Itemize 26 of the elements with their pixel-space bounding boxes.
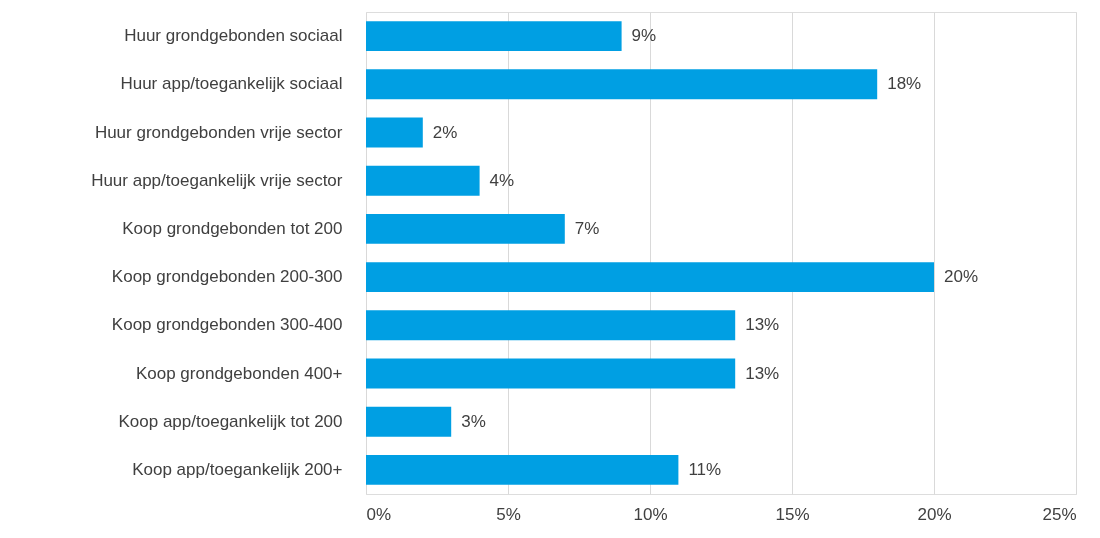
x-tick-label: 20% — [917, 504, 952, 524]
x-tick-label: 10% — [633, 504, 668, 524]
y-tick-label: Koop app/toegankelijk tot 200 — [118, 411, 343, 431]
y-tick-label: Huur app/toegankelijk vrije sector — [91, 170, 343, 190]
data-label: 7% — [574, 218, 600, 238]
y-tick-label: Koop grondgebonden 300-400 — [111, 315, 343, 335]
y-tick-label: Huur grondgebonden vrije sector — [94, 122, 343, 142]
y-tick-label: Huur grondgebonden sociaal — [124, 26, 343, 46]
y-tick-label: Koop grondgebonden 400+ — [135, 363, 343, 383]
y-tick-label: Koop app/toegankelijk 200+ — [132, 459, 343, 479]
data-label: 2% — [432, 122, 458, 142]
data-label: 18% — [887, 74, 922, 94]
y-tick-label: Koop grondgebonden 200-300 — [111, 267, 343, 287]
data-label: 13% — [745, 315, 780, 335]
x-tick-label: 25% — [1042, 504, 1077, 524]
x-tick-label: 0% — [366, 504, 392, 524]
data-label: 9% — [631, 26, 657, 46]
data-label: 11% — [688, 459, 722, 479]
y-tick-label: Huur app/toegankelijk sociaal — [120, 74, 343, 94]
data-label: 20% — [944, 267, 979, 287]
data-label: 3% — [461, 411, 486, 431]
x-tick-label: 5% — [496, 504, 521, 524]
data-label: 13% — [745, 363, 780, 383]
data-label: 4% — [489, 170, 515, 190]
y-tick-label: Koop grondgebonden tot 200 — [122, 218, 343, 238]
x-tick-label: 15% — [775, 504, 810, 524]
